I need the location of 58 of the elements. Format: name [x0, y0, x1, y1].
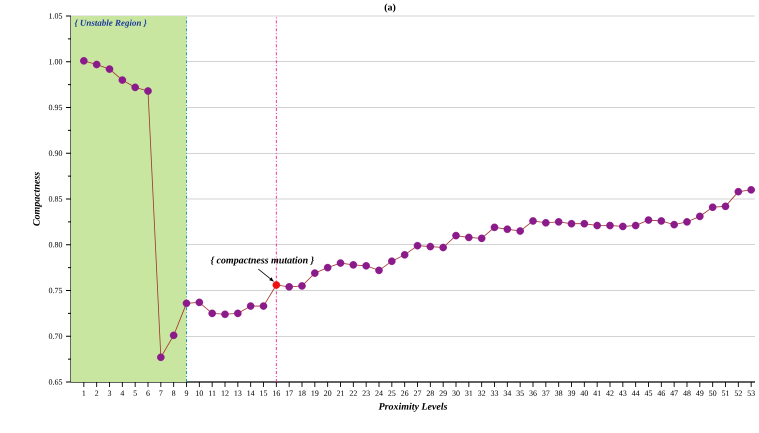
point	[670, 220, 678, 228]
point	[350, 261, 358, 269]
band-label: { Unstable Region }	[74, 20, 147, 28]
point	[632, 222, 640, 230]
point	[490, 224, 498, 232]
point	[336, 259, 344, 267]
point	[196, 298, 204, 306]
point	[529, 217, 537, 225]
point	[644, 216, 652, 224]
point	[708, 203, 716, 212]
point	[324, 264, 332, 272]
point	[221, 310, 229, 318]
point	[311, 269, 319, 277]
point	[658, 217, 666, 225]
point	[106, 65, 114, 73]
point	[362, 262, 370, 270]
point	[465, 234, 473, 242]
point	[260, 302, 268, 310]
point	[734, 188, 742, 196]
point	[554, 218, 562, 226]
point	[131, 84, 139, 92]
point	[747, 186, 755, 194]
point	[542, 218, 550, 227]
point	[439, 244, 447, 252]
point	[478, 234, 486, 242]
point	[426, 242, 434, 250]
point	[504, 225, 512, 233]
x-axis-title: Proximity Levels	[378, 402, 448, 412]
point	[170, 332, 178, 340]
point	[118, 76, 126, 84]
point	[157, 353, 165, 362]
point	[516, 227, 524, 235]
point	[414, 242, 422, 250]
point	[80, 57, 88, 65]
point	[208, 310, 216, 318]
y-axis-title: Compactness	[32, 172, 42, 226]
point	[298, 282, 306, 290]
point	[683, 218, 691, 226]
point	[234, 310, 242, 318]
annotation: { compactness mutation }	[210, 256, 314, 266]
point	[593, 222, 601, 230]
point	[144, 87, 152, 95]
point	[580, 220, 588, 228]
point	[182, 300, 190, 308]
point	[452, 232, 460, 240]
point	[375, 266, 383, 274]
point	[568, 220, 576, 228]
point	[246, 302, 254, 310]
point	[696, 212, 704, 220]
point	[400, 251, 408, 259]
point	[285, 283, 293, 291]
point	[92, 60, 100, 68]
chart-title: (a)	[384, 4, 396, 13]
point	[722, 202, 730, 210]
point	[619, 222, 627, 230]
point	[606, 222, 614, 230]
point	[272, 281, 280, 289]
point	[388, 257, 396, 266]
